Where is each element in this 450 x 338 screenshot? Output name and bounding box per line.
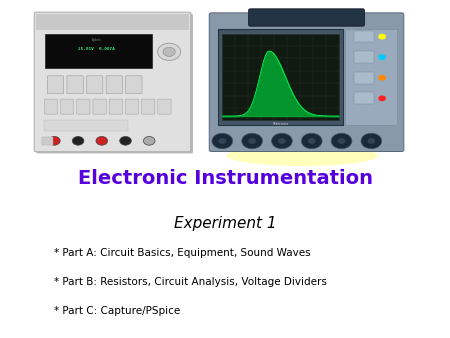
Circle shape <box>331 133 352 149</box>
Circle shape <box>361 133 382 149</box>
FancyBboxPatch shape <box>126 99 139 114</box>
Circle shape <box>144 137 155 145</box>
FancyBboxPatch shape <box>34 12 191 152</box>
Text: * Part A: Circuit Basics, Equipment, Sound Waves: * Part A: Circuit Basics, Equipment, Sou… <box>54 248 310 259</box>
Ellipse shape <box>227 145 378 166</box>
Bar <box>354 51 374 63</box>
Bar <box>36 14 189 30</box>
Circle shape <box>212 133 233 149</box>
Text: * Part C: Capture/PSpice: * Part C: Capture/PSpice <box>54 306 180 316</box>
Circle shape <box>248 138 256 144</box>
Circle shape <box>242 133 262 149</box>
Text: * Part B: Resistors, Circuit Analysis, Voltage Dividers: * Part B: Resistors, Circuit Analysis, V… <box>54 277 327 287</box>
FancyBboxPatch shape <box>67 76 83 94</box>
Bar <box>218 29 343 125</box>
Text: Agilent: Agilent <box>92 38 101 42</box>
Circle shape <box>72 137 84 145</box>
Circle shape <box>271 133 292 149</box>
Bar <box>354 93 374 104</box>
FancyBboxPatch shape <box>248 9 365 26</box>
Text: Tektronix: Tektronix <box>273 122 289 126</box>
FancyBboxPatch shape <box>47 76 64 94</box>
Circle shape <box>378 95 386 101</box>
Circle shape <box>338 138 346 144</box>
Bar <box>42 137 53 145</box>
Bar <box>45 34 152 68</box>
Circle shape <box>378 54 386 60</box>
Bar <box>44 120 128 131</box>
Circle shape <box>49 137 60 145</box>
Bar <box>222 34 339 120</box>
FancyBboxPatch shape <box>142 99 155 114</box>
FancyBboxPatch shape <box>106 76 122 94</box>
Circle shape <box>368 138 375 144</box>
FancyBboxPatch shape <box>209 13 404 151</box>
Circle shape <box>302 133 322 149</box>
Bar <box>354 72 374 83</box>
Circle shape <box>218 138 226 144</box>
Circle shape <box>378 75 386 81</box>
FancyBboxPatch shape <box>36 14 193 153</box>
FancyBboxPatch shape <box>109 99 122 114</box>
Circle shape <box>120 137 131 145</box>
Circle shape <box>308 138 315 144</box>
Bar <box>346 29 397 125</box>
Text: 25.01V  0.007A: 25.01V 0.007A <box>78 47 115 51</box>
Bar <box>354 31 374 43</box>
FancyBboxPatch shape <box>44 99 58 114</box>
FancyBboxPatch shape <box>60 99 74 114</box>
FancyBboxPatch shape <box>158 99 171 114</box>
FancyBboxPatch shape <box>76 99 90 114</box>
Text: Experiment 1: Experiment 1 <box>174 216 276 231</box>
Circle shape <box>378 34 386 40</box>
Circle shape <box>96 137 108 145</box>
Text: Electronic Instrumentation: Electronic Instrumentation <box>77 169 373 188</box>
Circle shape <box>278 138 286 144</box>
FancyBboxPatch shape <box>86 76 103 94</box>
Circle shape <box>158 43 180 61</box>
Circle shape <box>163 47 175 56</box>
FancyBboxPatch shape <box>93 99 106 114</box>
FancyBboxPatch shape <box>126 76 142 94</box>
